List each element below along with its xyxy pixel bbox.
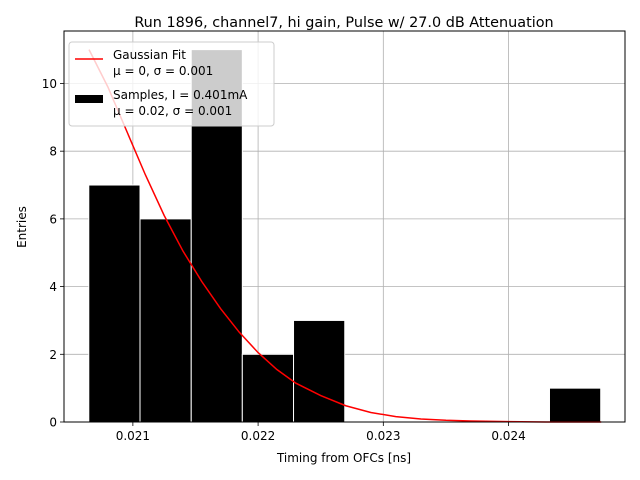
legend-label: μ = 0.02, σ = 0.001 xyxy=(113,104,232,118)
plot-frame xyxy=(63,30,626,423)
legend-label: Samples, I = 0.401mA xyxy=(113,88,248,102)
y-tick-label: 0 xyxy=(49,416,57,430)
histogram-bar xyxy=(548,387,602,423)
histogram-bar xyxy=(293,319,346,423)
histogram-bar xyxy=(139,218,192,423)
y-tick-label: 10 xyxy=(42,77,57,91)
histogram-bar xyxy=(88,184,141,423)
x-tick-label: 0.024 xyxy=(491,429,525,443)
y-tick-label: 4 xyxy=(49,280,57,294)
legend-patch-swatch xyxy=(75,95,103,103)
x-tick-label: 0.022 xyxy=(241,429,275,443)
x-tick-label: 0.021 xyxy=(116,429,150,443)
legend-label: Gaussian Fit xyxy=(113,48,186,62)
x-axis-ticks: 0.021 0.022 0.023 0.024 xyxy=(116,422,526,443)
y-tick-label: 6 xyxy=(49,212,57,226)
x-tick-label: 0.023 xyxy=(366,429,400,443)
chart-title: Run 1896, channel7, hi gain, Pulse w/ 27… xyxy=(134,15,553,31)
fit-line xyxy=(88,49,602,423)
gaussian-fit-curve xyxy=(88,49,602,423)
legend: Gaussian Fit μ = 0, σ = 0.001 Samples, I =… xyxy=(68,41,275,127)
legend-box xyxy=(68,41,275,127)
y-axis-ticks: 0 2 4 6 8 10 xyxy=(42,77,64,430)
y-axis-label: Entries xyxy=(15,206,29,248)
y-tick-label: 8 xyxy=(49,145,57,159)
y-tick-label: 2 xyxy=(49,348,57,362)
histogram-bar xyxy=(241,353,295,423)
x-axis-label: Timing from OFCs [ns] xyxy=(276,451,411,465)
legend-label: μ = 0, σ = 0.001 xyxy=(113,64,213,78)
